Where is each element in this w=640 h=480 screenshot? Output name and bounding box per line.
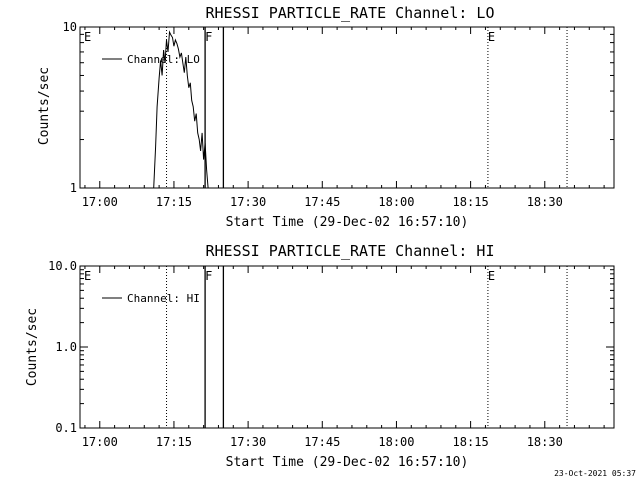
x-axis-label: Start Time (29-Dec-02 16:57:10) — [226, 455, 469, 470]
x-tick-label: 18:00 — [378, 195, 414, 209]
x-tick-label: 18:15 — [453, 195, 489, 209]
x-tick-label: 17:45 — [304, 435, 340, 449]
x-tick-label: 18:30 — [527, 195, 563, 209]
x-tick-label: 17:30 — [230, 195, 266, 209]
marker-label: F — [205, 30, 212, 44]
panel-lo: RHESSI PARTICLE_RATE Channel: LO Start T… — [37, 4, 615, 230]
plot-frame — [79, 265, 615, 429]
x-tick-label: 18:15 — [453, 435, 489, 449]
y-tick-label: 10.0 — [48, 259, 77, 273]
x-tick-label: 18:30 — [527, 435, 563, 449]
y-tick-label: 0.1 — [55, 421, 77, 435]
y-tick-label: 1 — [70, 181, 77, 195]
marker-label: E — [84, 30, 91, 44]
marker-label: F — [205, 269, 212, 283]
x-tick-label: 17:00 — [82, 195, 118, 209]
footer-timestamp: 23-Oct-2021 05:37 — [554, 469, 636, 478]
plot-frame — [79, 26, 615, 189]
y-tick-label: 10 — [63, 20, 77, 34]
chart-title: RHESSI PARTICLE_RATE Channel: LO — [206, 4, 495, 22]
y-axis-label: Counts/sec — [37, 67, 52, 145]
series-line — [153, 30, 210, 189]
y-axis-label: Counts/sec — [25, 308, 40, 386]
x-tick-label: 17:45 — [304, 195, 340, 209]
legend-label: Channel: HI — [127, 292, 200, 305]
x-tick-label: 17:15 — [156, 195, 192, 209]
x-tick-label: 17:00 — [82, 435, 118, 449]
x-tick-label: 17:15 — [156, 435, 192, 449]
y-tick-label: 1.0 — [55, 340, 77, 354]
panel-hi: RHESSI PARTICLE_RATE Channel: HI Start T… — [25, 242, 615, 470]
marker-label: E — [84, 269, 91, 283]
x-tick-label: 17:30 — [230, 435, 266, 449]
marker-label: E — [488, 30, 495, 44]
marker-label: E — [488, 269, 495, 283]
chart-title: RHESSI PARTICLE_RATE Channel: HI — [206, 242, 495, 260]
x-axis-label: Start Time (29-Dec-02 16:57:10) — [226, 215, 469, 230]
x-tick-label: 18:00 — [378, 435, 414, 449]
